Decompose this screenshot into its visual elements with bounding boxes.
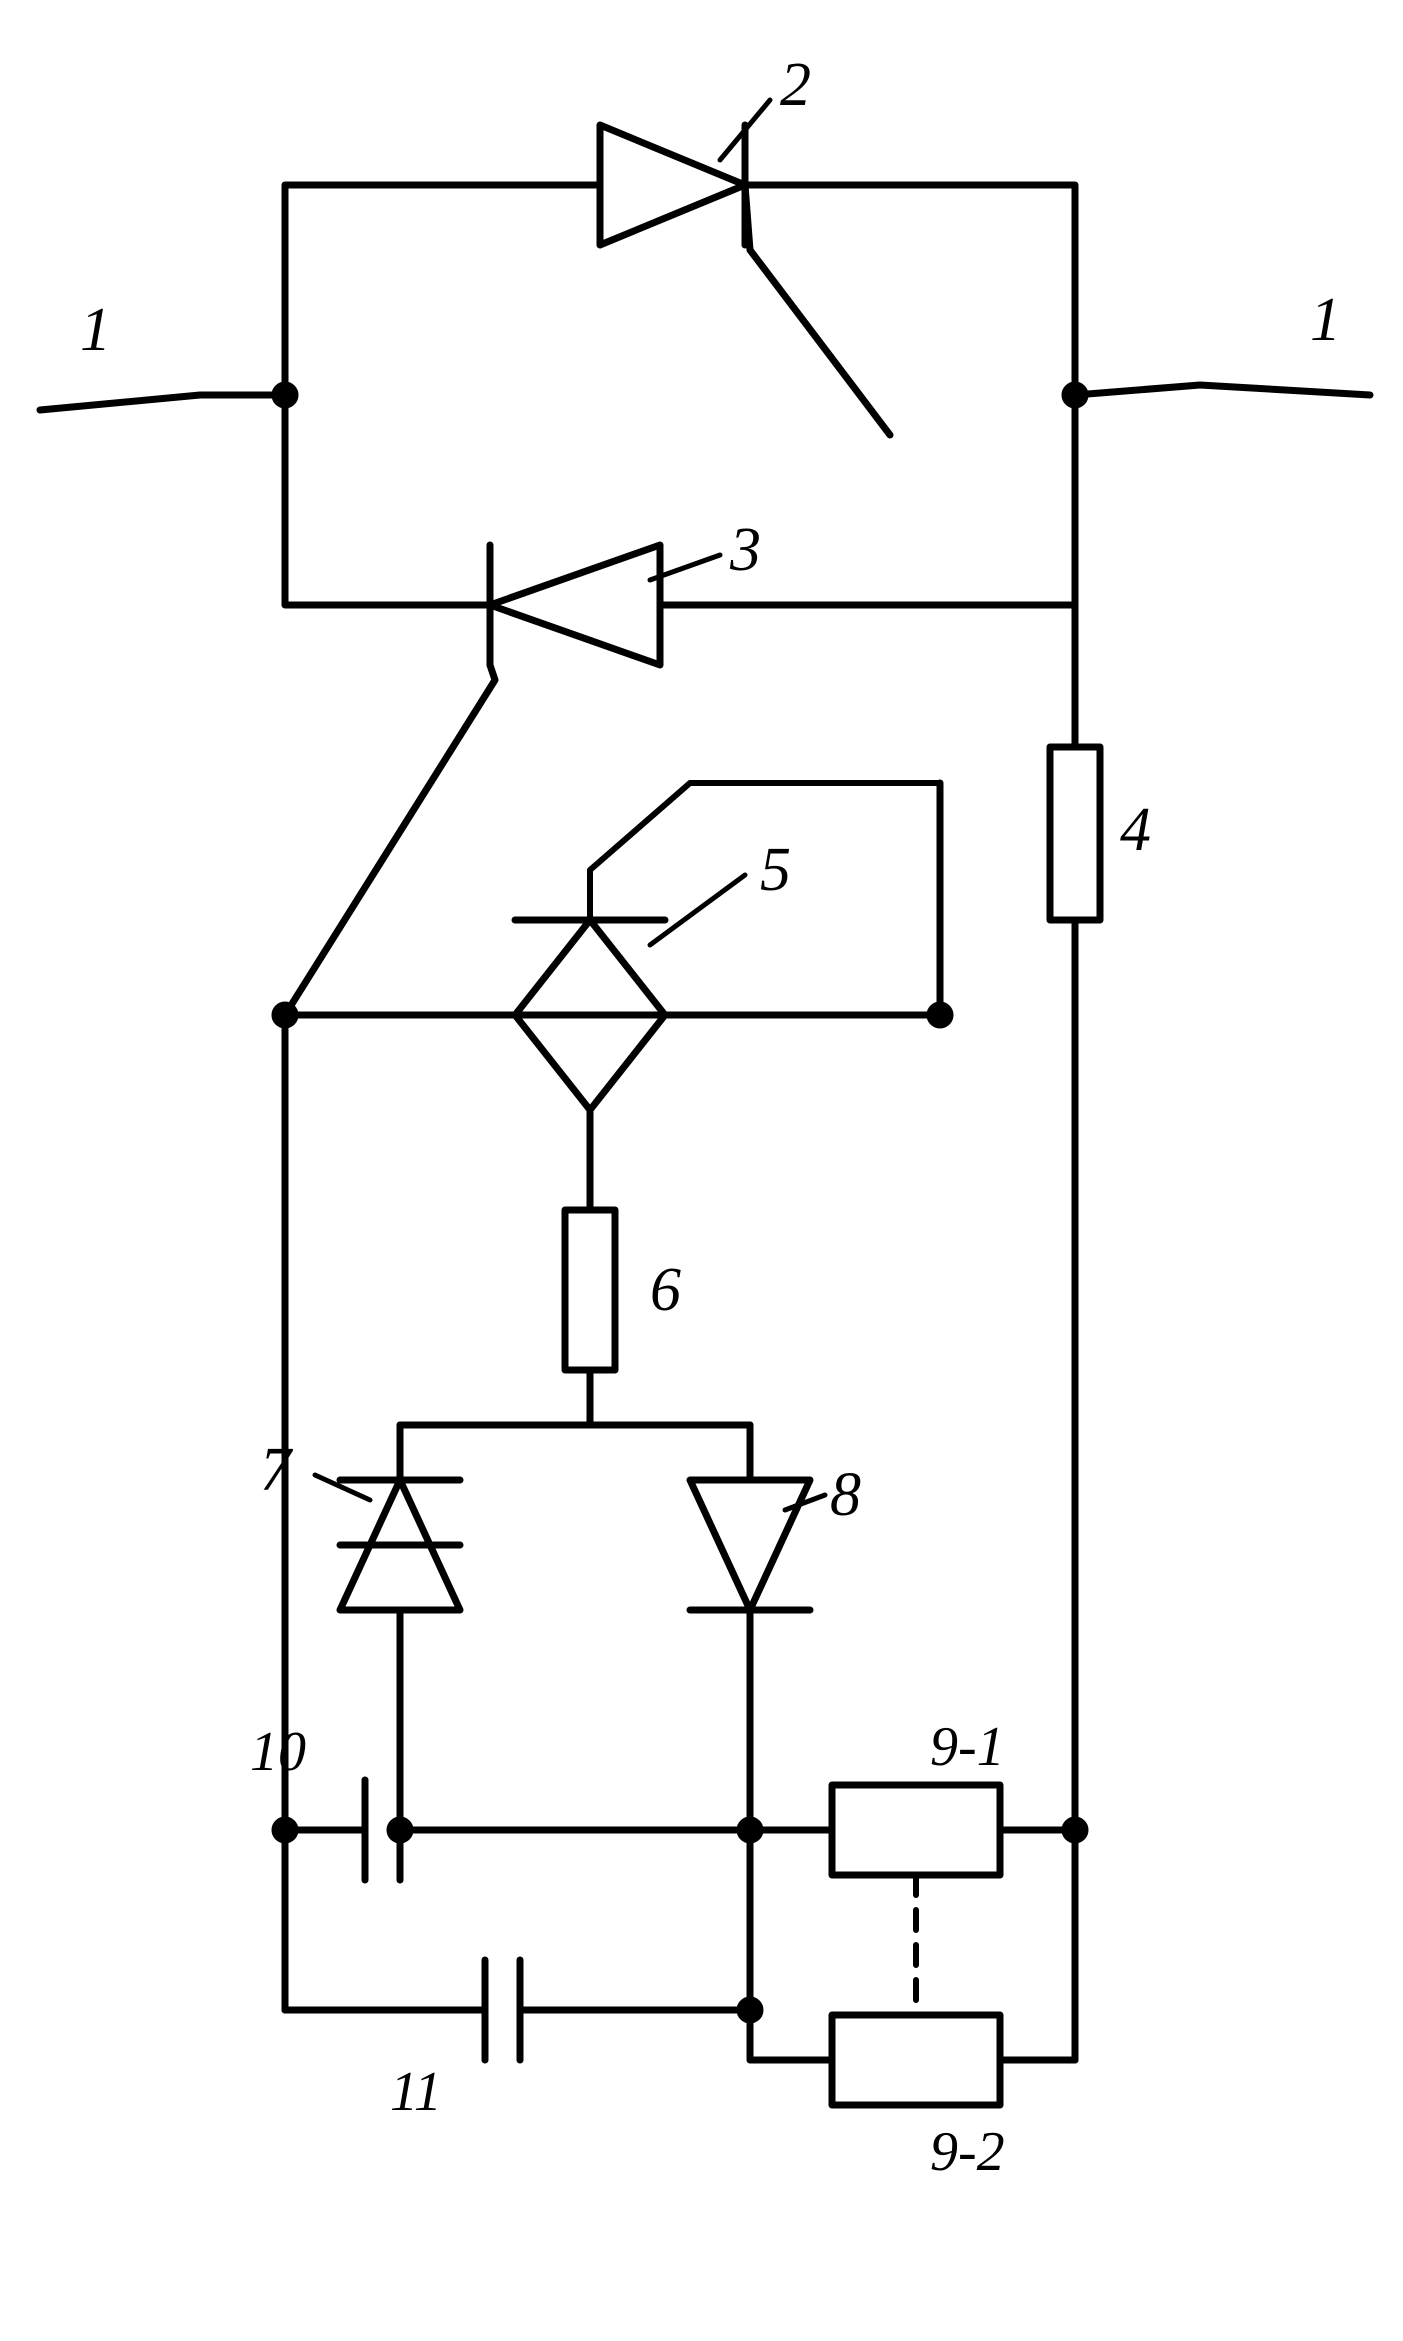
terminal-1-right [1075, 385, 1370, 395]
node-750-1830 [740, 1820, 760, 1840]
label-5: 5 [760, 835, 791, 906]
relay-9-2 [832, 2015, 1000, 2105]
circuit-svg [0, 0, 1403, 2341]
label-8: 8 [830, 1460, 861, 1531]
thyristor-2 [600, 125, 890, 435]
leader-5 [650, 875, 745, 945]
label-1-left: 1 [80, 295, 111, 366]
wire-diode3-left [285, 395, 490, 605]
diode-3 [490, 545, 660, 665]
label-3: 3 [730, 515, 761, 586]
wire-diode3-right-up [660, 395, 1075, 605]
wire-relay91-right [1000, 1730, 1075, 1830]
label-1-right: 1 [1310, 285, 1341, 356]
resistor-6 [565, 1210, 615, 1370]
wire-top-right [745, 185, 1075, 395]
resistor-4 [1050, 747, 1100, 920]
label-6: 6 [650, 1255, 681, 1326]
label-9-1: 9-1 [930, 1715, 1005, 1779]
wire-to-relay92 [750, 2010, 832, 2060]
label-11: 11 [390, 2060, 442, 2124]
node-940-1015 [930, 1005, 950, 1025]
label-2: 2 [780, 50, 811, 121]
circuit-diagram: 1 1 2 3 4 5 6 7 8 9-1 9-2 10 11 [0, 0, 1403, 2341]
label-9-2: 9-2 [930, 2120, 1005, 2184]
label-10: 10 [250, 1720, 306, 1784]
relay-9-1 [832, 1785, 1000, 1875]
capacitor-11 [485, 1960, 520, 2060]
label-4: 4 [1120, 795, 1151, 866]
terminal-1-left [40, 395, 285, 410]
diode-8 [690, 1480, 810, 1610]
triac-5 [515, 783, 940, 1110]
zener-7 [340, 1480, 460, 1610]
wire-diode3-gate [285, 665, 495, 1015]
wire-top-left [285, 185, 600, 395]
label-7: 7 [260, 1435, 291, 1506]
